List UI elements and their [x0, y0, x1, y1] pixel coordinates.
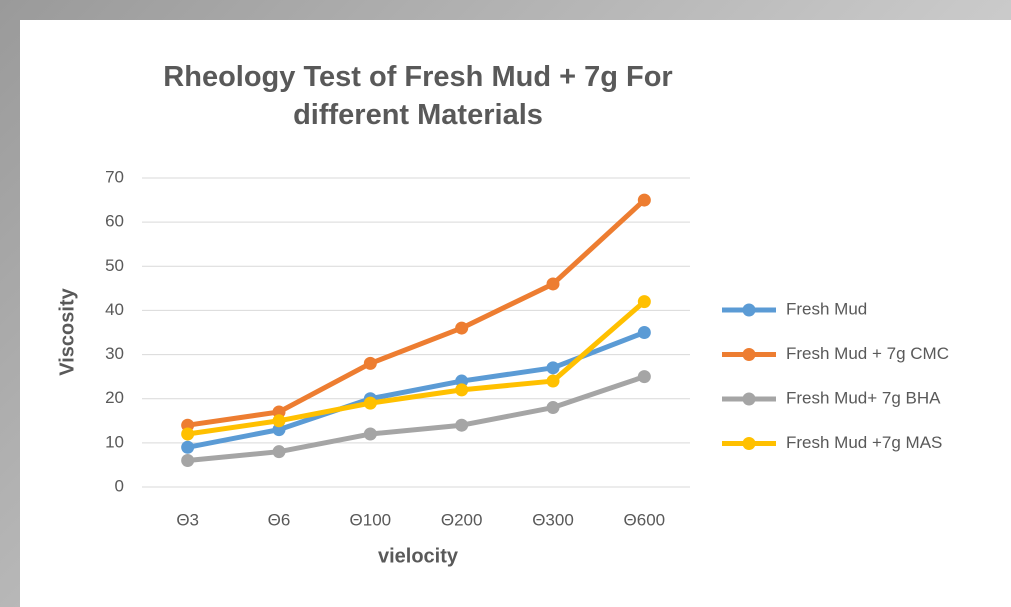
series-marker: [272, 445, 286, 459]
series-marker: [637, 193, 651, 207]
series-marker: [181, 454, 195, 468]
x-tick-label: Θ6: [268, 510, 291, 529]
series-marker: [637, 326, 651, 339]
chart-area: [20, 20, 1011, 607]
legend-marker: [742, 303, 756, 317]
y-tick-label: 10: [105, 432, 124, 451]
series-marker: [363, 427, 377, 441]
y-tick-label: 0: [115, 476, 124, 495]
y-tick-label: 50: [105, 256, 124, 275]
legend-label: Fresh Mud+ 7g BHA: [786, 388, 941, 407]
y-tick-label: 60: [105, 212, 124, 231]
series-marker: [181, 427, 195, 441]
legend-marker: [742, 348, 756, 361]
x-tick-label: Θ600: [624, 510, 666, 529]
legend-marker: [742, 437, 756, 450]
series-marker: [546, 277, 560, 291]
series-marker: [637, 370, 651, 384]
series-marker: [546, 401, 560, 415]
series-marker: [181, 440, 195, 454]
legend-label: Fresh Mud: [786, 299, 867, 318]
legend-label: Fresh Mud +7g MAS: [786, 433, 942, 452]
series-marker: [546, 374, 560, 388]
y-axis-label: Viscosity: [56, 287, 78, 375]
series-line: [187, 299, 646, 437]
series-marker: [363, 396, 377, 410]
series-marker: [546, 361, 560, 375]
y-tick-label: 40: [105, 300, 124, 319]
series-marker: [272, 414, 286, 428]
x-axis-label: vielocity: [378, 545, 459, 567]
series-line: [187, 330, 646, 450]
series-line: [187, 374, 646, 464]
legend-label: Fresh Mud + 7g CMC: [786, 344, 949, 363]
series-line: [187, 198, 647, 428]
x-tick-label: Θ300: [532, 510, 574, 529]
series-marker: [455, 383, 469, 397]
series-marker: [455, 418, 469, 432]
series-marker: [637, 295, 651, 309]
chart-title: Rheology Test of Fresh Mud + 7g For diff…: [163, 61, 673, 131]
y-tick-label: 20: [105, 388, 124, 407]
series-marker: [455, 321, 469, 335]
series-marker: [363, 356, 377, 370]
y-tick-label: 70: [105, 167, 124, 186]
x-tick-label: Θ3: [176, 510, 199, 529]
legend-marker: [742, 392, 756, 406]
y-tick-label: 30: [105, 344, 124, 363]
x-tick-label: Θ100: [350, 510, 392, 529]
x-tick-label: Θ200: [441, 510, 483, 529]
